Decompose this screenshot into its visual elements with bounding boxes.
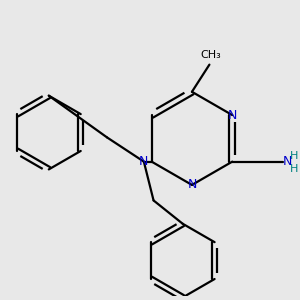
Text: N: N xyxy=(187,178,196,191)
Text: N: N xyxy=(228,109,237,122)
Text: CH₃: CH₃ xyxy=(200,50,221,60)
Text: H: H xyxy=(290,151,298,161)
Text: N: N xyxy=(283,155,292,168)
Text: N: N xyxy=(139,155,148,168)
Text: H: H xyxy=(290,164,298,174)
